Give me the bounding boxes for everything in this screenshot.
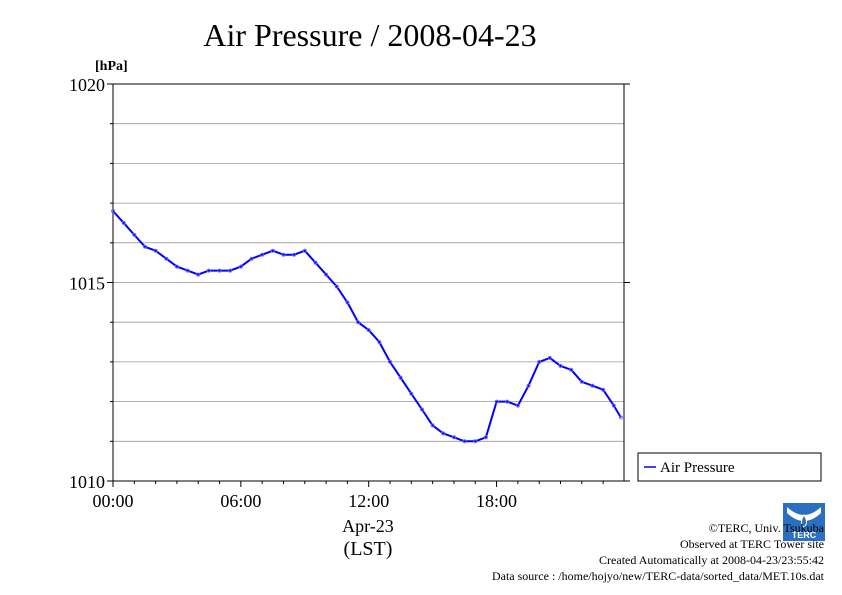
data-point [164,256,169,261]
data-point [111,208,116,213]
source-text: Data source : /home/hojyo/new/TERC-data/… [491,569,824,583]
y-tick-label: 1010 [69,472,105,492]
x-tick-label: 18:00 [476,491,517,511]
data-point [462,439,467,444]
data-point [451,435,456,440]
data-point [547,355,552,360]
data-point [185,268,190,273]
data-point [473,439,478,444]
created-text: Created Automatically at 2008-04-23/23:5… [599,553,824,567]
copyright-text: ©TERC, Univ. Tsukuba [708,521,824,535]
x-tick-label: 12:00 [348,491,389,511]
data-point [515,403,520,408]
legend: Air Pressure [637,452,822,482]
data-point [270,248,275,253]
data-point [526,383,531,388]
data-point [142,244,147,249]
data-point [611,403,616,408]
x-tick-label: 00:00 [92,491,133,511]
axis-ticks: 1010 1015 1020 00:00 06:00 12:00 18:00 [69,75,630,511]
data-point [398,375,403,380]
y-tick-label: 1015 [69,274,105,294]
data-point [579,379,584,384]
gridlines [113,123,624,442]
data-point [228,268,233,273]
data-point [260,252,265,257]
data-point [313,260,318,265]
data-point [174,264,179,269]
data-point [419,407,424,412]
data-point [618,415,623,420]
data-point [483,435,488,440]
data-point [366,328,371,333]
legend-box [637,452,822,482]
data-point [601,387,606,392]
data-point [377,340,382,345]
data-point [324,272,329,277]
data-point [121,220,126,225]
data-point [238,264,243,269]
data-point [153,248,158,253]
x-tick-label: 06:00 [220,491,261,511]
logo-text: TERC [792,530,817,540]
data-point [281,252,286,257]
data-point [302,248,307,253]
data-point [494,399,499,404]
y-tick-label: 1020 [69,75,105,95]
data-point [387,359,392,364]
legend-label: Air Pressure [660,460,735,476]
terc-logo: TERC [783,503,825,541]
data-point [590,383,595,388]
data-point [441,431,446,436]
data-point [558,363,563,368]
data-point [334,284,339,289]
data-point [217,268,222,273]
data-point [206,268,211,273]
chart-title: Air Pressure / 2008-04-23 [203,17,536,53]
data-point [409,391,414,396]
data-point [196,272,201,277]
data-point [569,367,574,372]
data-point [292,252,297,257]
x-axis-unit-label: (LST) [344,538,393,560]
series-line [112,210,622,443]
data-point [345,300,350,305]
data-point [249,256,254,261]
observed-text: Observed at TERC Tower site [679,537,824,551]
data-point [505,399,510,404]
data-point [132,232,137,237]
data-point [356,320,361,325]
y-axis-unit-label: [hPa] [95,59,128,74]
series-layer [111,208,623,444]
credits-block: ©TERC, Univ. Tsukuba Observed at TERC To… [492,520,824,584]
data-point [537,359,542,364]
data-point [430,423,435,428]
x-axis-label: Apr-23 [342,516,394,536]
